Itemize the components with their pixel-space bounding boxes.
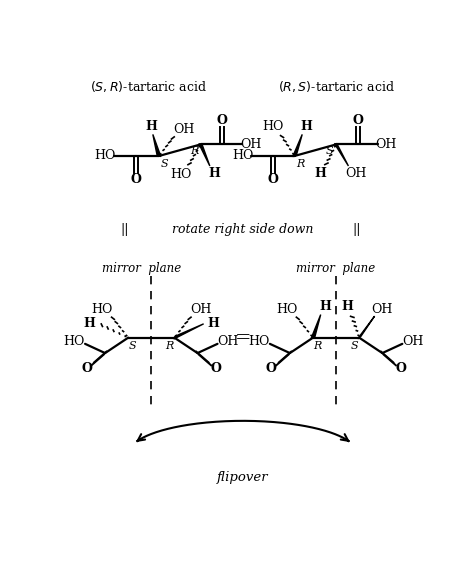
Text: O: O xyxy=(267,173,278,187)
Text: O: O xyxy=(130,173,141,187)
Text: HO: HO xyxy=(262,120,283,133)
Text: ||: || xyxy=(120,223,128,236)
Text: HO: HO xyxy=(64,335,85,348)
Polygon shape xyxy=(293,134,302,157)
Text: H: H xyxy=(209,167,220,180)
Text: $(R,S)$-tartaric acid: $(R,S)$-tartaric acid xyxy=(278,79,395,94)
Text: OH: OH xyxy=(240,138,261,151)
Text: flipover: flipover xyxy=(217,471,269,485)
Text: H: H xyxy=(146,120,157,133)
Text: HO: HO xyxy=(232,149,254,163)
Text: mirror  plane: mirror plane xyxy=(296,262,376,275)
Text: S: S xyxy=(161,159,168,168)
Text: OH: OH xyxy=(190,303,211,317)
Text: OH: OH xyxy=(346,167,367,180)
Text: H: H xyxy=(341,300,353,313)
Text: ||: || xyxy=(353,223,361,236)
Text: H: H xyxy=(207,317,219,331)
Text: OH: OH xyxy=(402,335,424,348)
Polygon shape xyxy=(335,144,348,166)
Text: R: R xyxy=(190,146,199,156)
Polygon shape xyxy=(174,324,204,339)
Text: S: S xyxy=(351,341,358,351)
Text: O: O xyxy=(352,114,363,127)
Text: R: R xyxy=(296,159,304,168)
Text: OH: OH xyxy=(375,138,397,151)
Text: HO: HO xyxy=(91,303,113,317)
Text: S: S xyxy=(326,146,334,156)
Polygon shape xyxy=(199,144,210,166)
FancyArrowPatch shape xyxy=(341,434,348,441)
Text: R: R xyxy=(165,341,174,351)
Text: O: O xyxy=(81,362,92,375)
Polygon shape xyxy=(311,314,321,338)
Text: H: H xyxy=(319,300,331,313)
Text: H: H xyxy=(301,120,313,133)
Polygon shape xyxy=(153,134,161,156)
Text: O: O xyxy=(266,362,277,375)
Text: rotate right side down: rotate right side down xyxy=(172,223,314,236)
Text: HO: HO xyxy=(170,168,191,181)
Text: OH: OH xyxy=(218,335,239,348)
Text: H: H xyxy=(84,317,96,331)
Text: R: R xyxy=(313,341,322,351)
Polygon shape xyxy=(357,316,374,339)
Text: OH: OH xyxy=(173,123,194,137)
Text: HO: HO xyxy=(248,335,270,348)
Text: O: O xyxy=(395,362,406,375)
Text: $(S,R)$-tartaric acid: $(S,R)$-tartaric acid xyxy=(91,79,208,94)
Text: S: S xyxy=(129,341,137,351)
Text: H: H xyxy=(315,167,327,180)
FancyArrowPatch shape xyxy=(137,434,145,441)
Text: OH: OH xyxy=(372,303,393,317)
Text: =: = xyxy=(235,329,251,347)
Text: O: O xyxy=(210,362,221,375)
Text: O: O xyxy=(217,114,228,127)
Text: HO: HO xyxy=(94,149,116,163)
Text: HO: HO xyxy=(276,303,298,317)
Text: mirror  plane: mirror plane xyxy=(101,262,181,275)
